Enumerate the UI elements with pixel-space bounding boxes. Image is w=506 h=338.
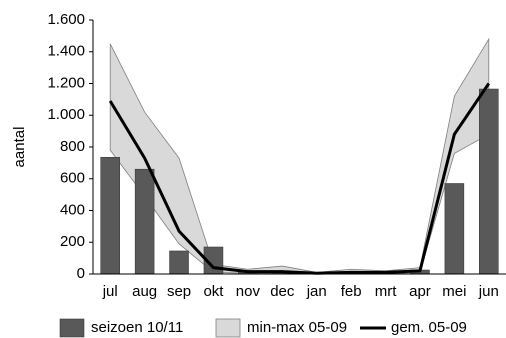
x-tick-label: jul bbox=[102, 283, 118, 300]
y-axis-label: aantal bbox=[11, 127, 28, 168]
bar bbox=[444, 183, 465, 275]
x-tick-label: apr bbox=[409, 283, 431, 300]
y-tick-label: 1.400 bbox=[47, 43, 85, 60]
x-tick-label: jun bbox=[478, 283, 499, 300]
x-tick-label: mei bbox=[442, 283, 466, 300]
y-tick-label: 1.200 bbox=[47, 74, 85, 91]
average-line bbox=[108, 82, 491, 275]
bar bbox=[479, 88, 499, 275]
y-tick-label: 1.000 bbox=[47, 106, 85, 123]
min-max-band bbox=[109, 37, 490, 275]
y-tick-label: 600 bbox=[60, 170, 85, 187]
x-tick-label: jan bbox=[306, 283, 327, 300]
x-tick-label: nov bbox=[236, 283, 261, 300]
legend-swatch bbox=[59, 318, 85, 338]
x-tick-label: mrt bbox=[375, 283, 397, 300]
y-tick-label: 0 bbox=[77, 265, 85, 282]
y-tick-label: 800 bbox=[60, 138, 85, 155]
y-tick-label: 200 bbox=[60, 233, 85, 250]
legend-swatch bbox=[215, 318, 241, 338]
x-tick-label: sep bbox=[167, 283, 191, 300]
legend-label: gem. 05-09 bbox=[391, 319, 467, 336]
plot bbox=[100, 37, 499, 275]
legend-label: seizoen 10/11 bbox=[91, 319, 183, 336]
x-tick-label: feb bbox=[341, 283, 362, 300]
x-tick-label: aug bbox=[132, 283, 157, 300]
x-tick-label: dec bbox=[270, 283, 295, 300]
legend-label: min-max 05-09 bbox=[247, 319, 347, 336]
bar bbox=[134, 168, 155, 275]
bar bbox=[100, 157, 120, 275]
x-tick-label: okt bbox=[203, 283, 224, 300]
y-tick-label: 1.600 bbox=[47, 11, 85, 28]
bar bbox=[169, 250, 189, 275]
y-tick-label: 400 bbox=[60, 201, 85, 218]
